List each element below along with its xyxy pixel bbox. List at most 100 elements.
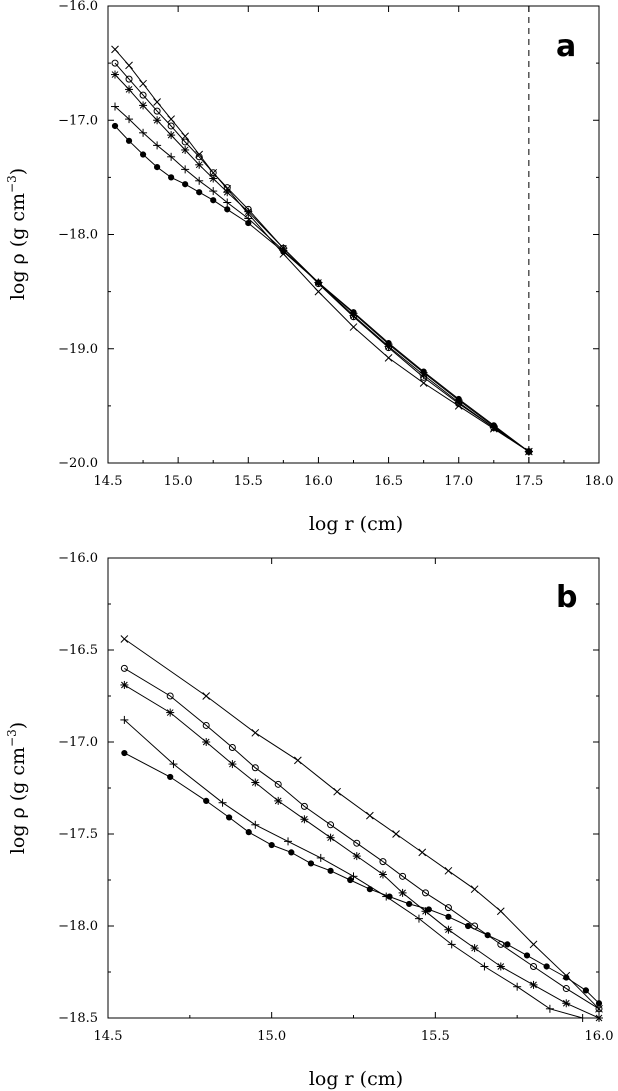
data-point-dot-a: [385, 339, 392, 347]
data-point-x-a: [153, 98, 161, 106]
data-point-x-a: [111, 45, 119, 54]
data-point-+-b: [480, 962, 489, 971]
data-point-x-a: [195, 150, 204, 159]
data-point-o-b: [274, 780, 282, 788]
data-point-o-a: [125, 75, 133, 83]
data-point-o-a: [153, 107, 161, 115]
data-point-o-b: [327, 821, 335, 829]
y-tick-label-a: −19.0: [58, 342, 98, 357]
data-point-o-b: [530, 962, 538, 970]
data-point-+-b: [414, 914, 423, 923]
y-tick-label-b: −17.0: [58, 735, 98, 750]
panel-letter-b: b: [556, 580, 577, 615]
data-point-dot-a: [224, 206, 231, 213]
data-point-*-b: [120, 680, 129, 689]
series-line-x-a: [114, 49, 530, 453]
data-point-*-b: [251, 778, 260, 787]
panel-letter-a: a: [556, 29, 576, 64]
data-point-*-b: [529, 980, 538, 989]
data-point-x-b: [529, 940, 538, 949]
x-tick-label-a: 15.0: [164, 474, 193, 489]
data-point-dot-a: [490, 422, 497, 429]
x-tick-label-a: 14.5: [94, 474, 123, 489]
data-point-dot-b: [226, 814, 233, 821]
data-point-x-a: [167, 115, 175, 123]
data-point-*-b: [326, 833, 335, 842]
data-point-o-b: [422, 889, 430, 897]
data-point-*-a: [244, 207, 253, 216]
data-point-x-b: [392, 830, 400, 838]
x-tick-label-a: 15.5: [234, 474, 263, 489]
data-point-+-b: [578, 1014, 587, 1022]
data-point-+-a: [153, 141, 162, 150]
x-tick-label-a: 16.5: [374, 474, 403, 489]
data-point-o-a: [111, 59, 119, 67]
data-point-dot-a: [210, 197, 217, 204]
y-axis-title-b: log ρ (g cm−3): [5, 722, 29, 854]
series-line-o-a: [114, 62, 530, 453]
data-point-+-b: [447, 940, 456, 949]
data-point-x-b: [418, 848, 427, 857]
y-tick-label-b: −16.0: [58, 551, 98, 566]
series-line-+-a: [114, 106, 530, 453]
data-point-+-b: [251, 820, 260, 829]
y-tick-label-a: −20.0: [58, 456, 98, 471]
data-point-dot-b: [327, 867, 334, 874]
panel-a: 14.5 15.0 15.5 16.0 16.5 17.0 17.5 18.0 −20.0 −19…: [5, 0, 613, 535]
data-point-x-a: [349, 323, 358, 331]
data-point-*-a: [209, 174, 218, 183]
data-point-o-b: [228, 744, 236, 752]
data-point-dot-a: [111, 122, 119, 130]
data-point-*-b: [274, 796, 283, 805]
data-point-*-b: [300, 815, 309, 824]
plot-frame-b: [107, 557, 600, 1019]
data-point-dot-b: [595, 1000, 603, 1007]
data-b: [120, 635, 603, 1022]
x-tick-label-b: 15.0: [257, 1029, 286, 1044]
data-point-+-a: [139, 128, 148, 137]
data-point-x-b: [120, 635, 129, 643]
series-line-dot-b: [124, 752, 600, 1004]
data-point-o-b: [444, 904, 452, 912]
y-axis-title-b-sup: −3: [5, 729, 19, 747]
data-point-dot-b: [386, 893, 393, 900]
data-point-+-a: [195, 176, 204, 185]
data-point-o-b: [379, 858, 387, 866]
data-point-dot-b: [268, 841, 275, 849]
data-point-x-b: [293, 756, 302, 765]
y-tick-label-b: −18.5: [58, 1011, 98, 1026]
y-tick-label-b: −16.5: [58, 643, 98, 658]
data-point-dot-b: [425, 906, 432, 913]
data-point-dot-b: [167, 773, 174, 781]
data-point-dot-a: [455, 395, 462, 403]
data-point-o-b: [399, 872, 407, 880]
x-tick-label-a: 16.0: [304, 474, 333, 489]
data-point-o-b: [353, 839, 361, 847]
data-point-*-b: [398, 888, 407, 897]
data-point-dot-b: [543, 963, 550, 970]
data-point-*-b: [470, 944, 479, 953]
data-point-*-a: [125, 85, 134, 94]
data-point-*-a: [181, 145, 190, 154]
data-point-+-a: [125, 115, 134, 124]
data-point-dot-a: [525, 448, 532, 455]
data-point-o-b: [562, 985, 570, 993]
data-point-+-b: [218, 798, 227, 807]
data-point-dot-b: [406, 900, 413, 908]
data-point-o-a: [181, 138, 189, 146]
data-point-dot-a: [139, 151, 147, 158]
data-point-*-a: [111, 70, 120, 79]
data-point-dot-b: [121, 749, 128, 757]
panel-b: 14.5 15.0 15.5 16.0 −18.5 −18.0 −17.5 −17.0 −16.…: [5, 551, 613, 1090]
data-point-dot-b: [366, 886, 373, 893]
data-point-*-b: [378, 870, 387, 879]
data-point-o-a: [167, 122, 175, 130]
data-point-+-a: [181, 165, 190, 174]
y-axis-title-a-close: ): [7, 168, 29, 175]
data-point-*-b: [595, 1014, 603, 1022]
series-line-o-b: [124, 667, 600, 1010]
y-tick-label-a: −17.0: [58, 113, 98, 128]
data-point-x-a: [139, 79, 147, 88]
data-point-dot-b: [347, 876, 354, 884]
data-point-+-a: [111, 102, 120, 111]
